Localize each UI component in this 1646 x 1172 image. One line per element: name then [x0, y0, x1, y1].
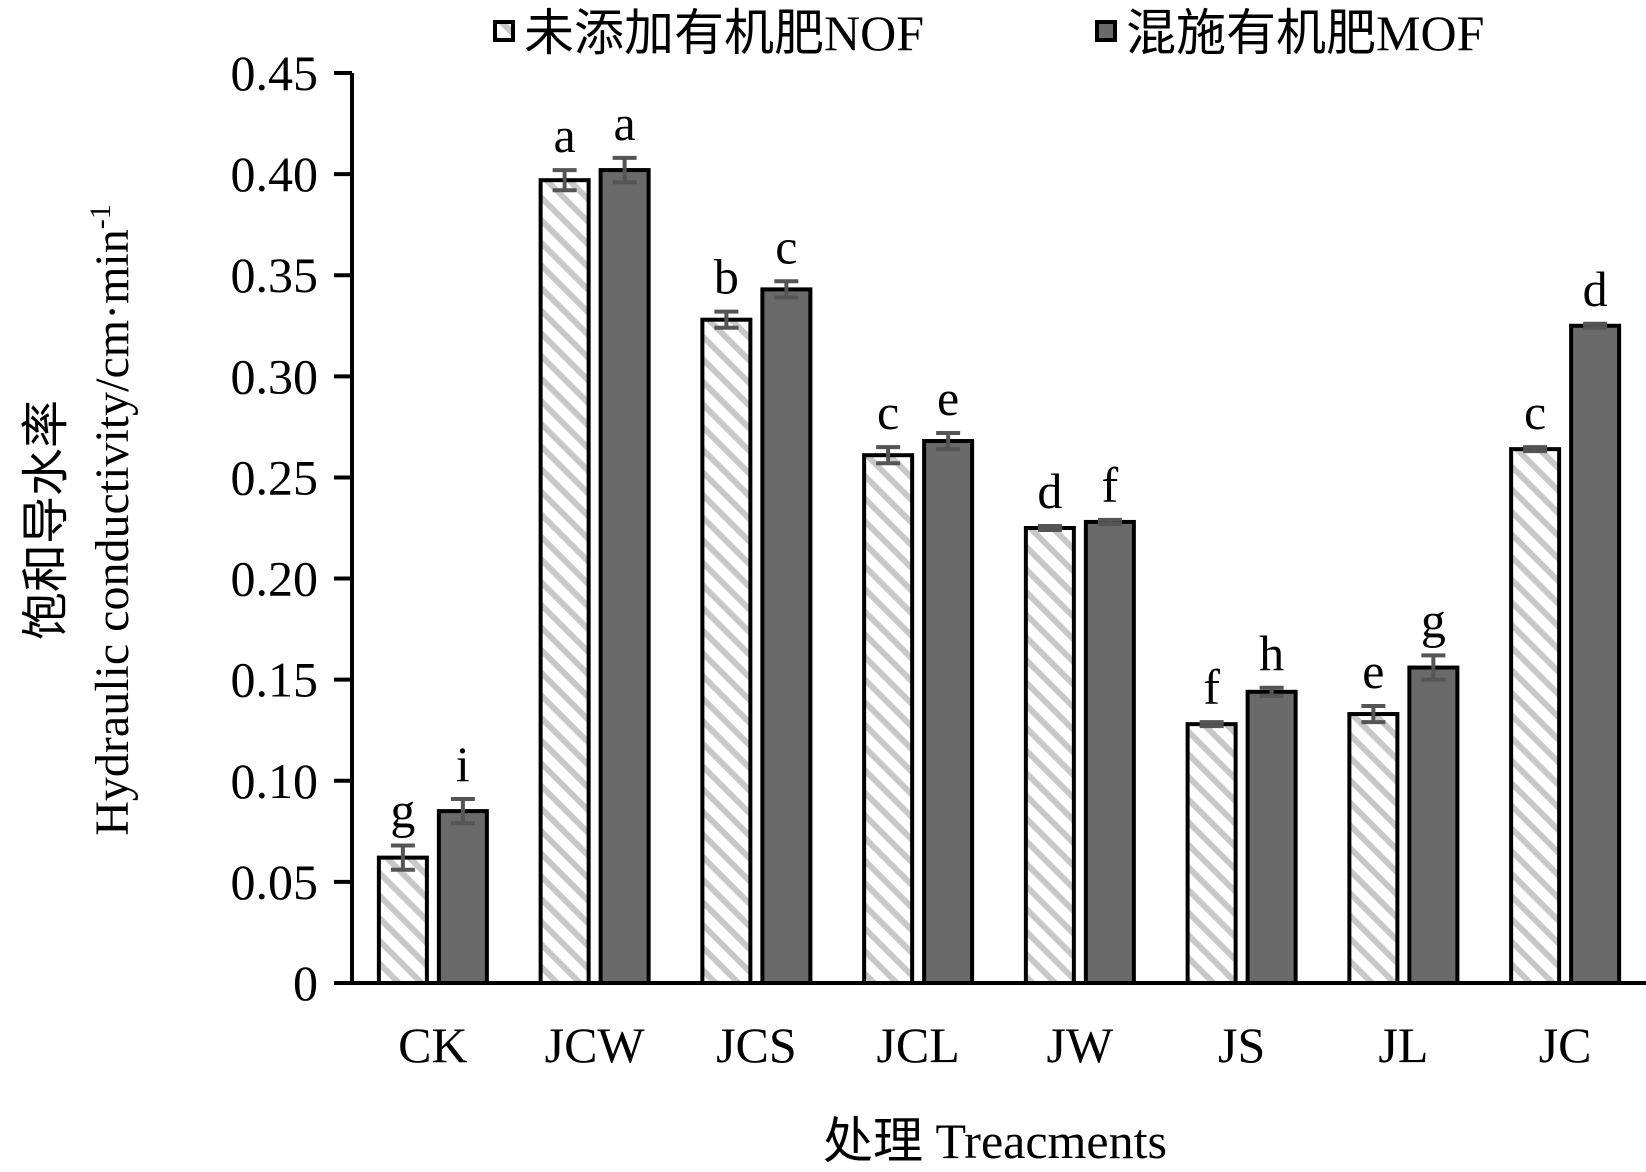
- bar-nof: [1023, 526, 1076, 985]
- significance-label: f: [1203, 659, 1220, 715]
- y-tick-label: 0.10: [231, 753, 319, 809]
- y-axis-title-en-sup: -1: [84, 204, 117, 229]
- x-tick-label: JCL: [876, 1017, 959, 1073]
- legend-swatch-nof: [493, 20, 515, 42]
- y-axis-title-en: Hydraulic conductivity/cm·min-1: [84, 204, 139, 836]
- significance-label: c: [775, 218, 797, 274]
- y-tick-label: 0.05: [231, 854, 319, 910]
- significance-label: c: [877, 384, 899, 440]
- bar-nof: [376, 855, 429, 985]
- x-tick-label: JL: [1378, 1017, 1428, 1073]
- bar-nof: [1347, 712, 1400, 985]
- bar-mof: [760, 287, 813, 985]
- significance-label: i: [456, 736, 470, 792]
- significance-label: g: [1421, 592, 1446, 648]
- y-tick-label: 0.25: [231, 449, 319, 505]
- y-tick-label: 0.45: [231, 45, 319, 101]
- bar-mof: [598, 168, 651, 986]
- legend-swatch-mof: [1095, 20, 1117, 42]
- x-tick-label: JC: [1539, 1017, 1592, 1073]
- bar-mof: [436, 809, 489, 985]
- y-tick-label: 0.40: [231, 146, 319, 202]
- significance-label: a: [554, 107, 576, 163]
- y-tick-label: 0.35: [231, 247, 319, 303]
- x-tick-label: JCS: [716, 1017, 797, 1073]
- legend: 未添加有机肥NOF 混施有机肥MOF: [493, 5, 1484, 61]
- legend-label-nof: 未添加有机肥NOF: [524, 5, 924, 61]
- bar-nof: [538, 178, 591, 985]
- bar-mof: [1407, 665, 1460, 985]
- bar-nof: [1185, 722, 1238, 986]
- significance-label: d: [1037, 463, 1062, 519]
- y-tick-label: 0.30: [231, 348, 319, 404]
- bar-nof: [862, 453, 915, 985]
- x-tick-label: JCW: [545, 1017, 646, 1073]
- significance-label: e: [1362, 643, 1384, 699]
- significance-label: d: [1583, 261, 1608, 317]
- y-axis-title-cn: 饱和导水率: [20, 400, 73, 640]
- x-axis: CK JCW JCS JCL JW JS JL JC: [398, 1017, 1591, 1073]
- significance-label: g: [390, 782, 415, 838]
- y-axis: 0 0.05 0.10 0.15 0.20 0.25 0.30 0.35 0.40 0.45: [231, 45, 352, 1011]
- significance-label: a: [614, 95, 636, 151]
- bar-nof: [1509, 447, 1562, 985]
- bar-mof: [1569, 323, 1622, 985]
- significance-label: h: [1259, 625, 1284, 681]
- significance-label: f: [1102, 457, 1119, 513]
- y-axis-title-en-main: Hydraulic conductivity/cm·min: [86, 229, 139, 836]
- bar-mof: [1245, 689, 1298, 985]
- y-tick-label: 0.15: [231, 652, 319, 708]
- y-tick-label: 0.20: [231, 551, 319, 607]
- y-tick-label: 0: [293, 955, 318, 1011]
- significance-label: b: [714, 249, 739, 305]
- x-tick-label: JW: [1047, 1017, 1114, 1073]
- bar-nof: [700, 317, 753, 985]
- bar-mof: [922, 439, 975, 985]
- significance-label: c: [1524, 384, 1546, 440]
- x-tick-label: CK: [398, 1017, 467, 1073]
- bar-mof: [1083, 519, 1136, 986]
- x-axis-title: 处理 Treacments: [823, 1113, 1167, 1169]
- x-tick-label: JS: [1218, 1017, 1265, 1073]
- significance-label: e: [937, 370, 959, 426]
- legend-label-mof: 混施有机肥MOF: [1126, 5, 1484, 61]
